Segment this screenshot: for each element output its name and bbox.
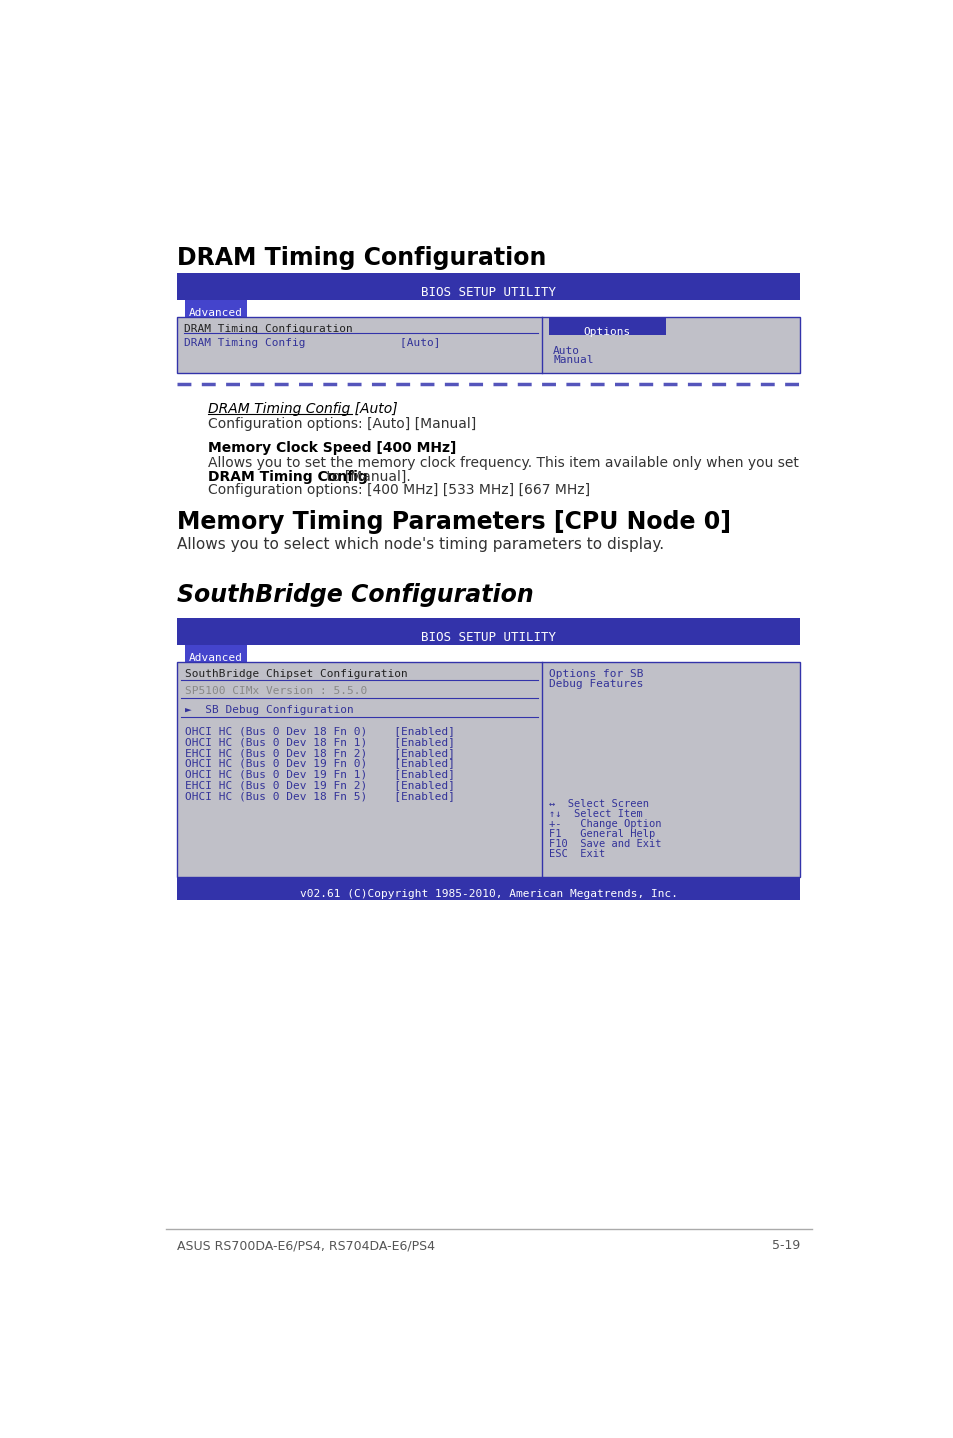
Bar <box>177 316 800 372</box>
Text: v02.61 (C)Copyright 1985-2010, American Megatrends, Inc.: v02.61 (C)Copyright 1985-2010, American … <box>299 889 678 899</box>
Text: DRAM Timing Config [Auto]: DRAM Timing Config [Auto] <box>208 403 397 416</box>
Text: OHCI HC (Bus 0 Dev 18 Fn 5)    [Enabled]: OHCI HC (Bus 0 Dev 18 Fn 5) [Enabled] <box>185 791 455 801</box>
Text: Options: Options <box>583 326 631 336</box>
Text: SP5100 CIMx Version : 5.5.0: SP5100 CIMx Version : 5.5.0 <box>185 686 367 696</box>
Text: OHCI HC (Bus 0 Dev 18 Fn 0)    [Enabled]: OHCI HC (Bus 0 Dev 18 Fn 0) [Enabled] <box>185 726 455 736</box>
Text: ↑↓  Select Item: ↑↓ Select Item <box>549 808 642 818</box>
Bar <box>177 273 800 299</box>
Text: Configuration options: [400 MHz] [533 MHz] [667 MHz]: Configuration options: [400 MHz] [533 MH… <box>208 483 590 498</box>
Bar <box>177 661 800 877</box>
Text: ►  SB Debug Configuration: ► SB Debug Configuration <box>185 705 354 715</box>
Text: 5-19: 5-19 <box>771 1240 800 1252</box>
Text: F10  Save and Exit: F10 Save and Exit <box>549 838 661 848</box>
Text: Advanced: Advanced <box>189 653 243 663</box>
Text: Memory Clock Speed [400 MHz]: Memory Clock Speed [400 MHz] <box>208 440 456 454</box>
Text: ESC  Exit: ESC Exit <box>549 848 605 858</box>
Text: SouthBridge Chipset Configuration: SouthBridge Chipset Configuration <box>185 669 408 679</box>
Text: Configuration options: [Auto] [Manual]: Configuration options: [Auto] [Manual] <box>208 417 476 431</box>
Bar <box>177 661 800 877</box>
Text: EHCI HC (Bus 0 Dev 18 Fn 2)    [Enabled]: EHCI HC (Bus 0 Dev 18 Fn 2) [Enabled] <box>185 748 455 758</box>
Text: DRAM Timing Configuration: DRAM Timing Configuration <box>177 246 546 270</box>
Text: DRAM Timing Config: DRAM Timing Config <box>208 470 368 483</box>
Text: +-   Change Option: +- Change Option <box>549 818 661 828</box>
Text: DRAM Timing Configuration: DRAM Timing Configuration <box>183 324 352 334</box>
Text: OHCI HC (Bus 0 Dev 19 Fn 1)    [Enabled]: OHCI HC (Bus 0 Dev 19 Fn 1) [Enabled] <box>185 769 455 779</box>
Text: OHCI HC (Bus 0 Dev 19 Fn 0)    [Enabled]: OHCI HC (Bus 0 Dev 19 Fn 0) [Enabled] <box>185 758 455 768</box>
Bar <box>177 316 800 372</box>
Text: Manual: Manual <box>553 355 593 365</box>
Text: Options for SB: Options for SB <box>549 669 643 679</box>
Text: Allows you to set the memory clock frequency. This item available only when you : Allows you to set the memory clock frequ… <box>208 456 799 470</box>
Text: BIOS SETUP UTILITY: BIOS SETUP UTILITY <box>421 631 556 644</box>
Text: Auto: Auto <box>553 345 579 355</box>
Text: Allows you to select which node's timing parameters to display.: Allows you to select which node's timing… <box>177 536 664 552</box>
Text: DRAM Timing Config              [Auto]: DRAM Timing Config [Auto] <box>183 338 439 348</box>
Bar <box>185 299 247 316</box>
Text: ASUS RS700DA-E6/PS4, RS704DA-E6/PS4: ASUS RS700DA-E6/PS4, RS704DA-E6/PS4 <box>177 1240 435 1252</box>
Bar <box>177 617 800 644</box>
Bar <box>177 877 800 900</box>
Text: to [Manual].: to [Manual]. <box>322 470 411 483</box>
Bar <box>185 644 247 661</box>
Text: Debug Features: Debug Features <box>549 679 643 689</box>
Text: Advanced: Advanced <box>189 308 243 318</box>
Text: ↔  Select Screen: ↔ Select Screen <box>549 798 649 808</box>
Bar <box>549 318 665 335</box>
Text: BIOS SETUP UTILITY: BIOS SETUP UTILITY <box>421 286 556 299</box>
Text: OHCI HC (Bus 0 Dev 18 Fn 1)    [Enabled]: OHCI HC (Bus 0 Dev 18 Fn 1) [Enabled] <box>185 736 455 746</box>
Text: Memory Timing Parameters [CPU Node 0]: Memory Timing Parameters [CPU Node 0] <box>177 510 731 533</box>
Text: F1   General Help: F1 General Help <box>549 828 655 838</box>
Text: EHCI HC (Bus 0 Dev 19 Fn 2)    [Enabled]: EHCI HC (Bus 0 Dev 19 Fn 2) [Enabled] <box>185 779 455 789</box>
Text: SouthBridge Configuration: SouthBridge Configuration <box>177 582 534 607</box>
